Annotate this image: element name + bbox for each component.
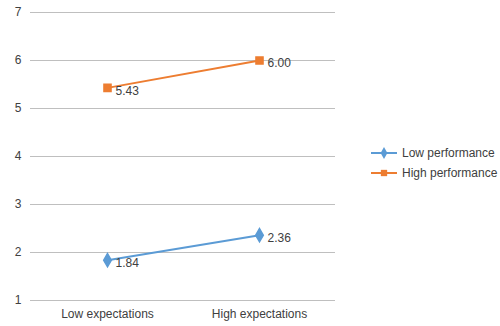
svg-text:5: 5 — [15, 101, 22, 115]
svg-text:6.00: 6.00 — [268, 56, 292, 70]
html-text:Low performance: Low performance — [402, 146, 495, 160]
svg-text:1.84: 1.84 — [116, 256, 140, 270]
html-text:High performance: High performance — [402, 166, 498, 180]
svg-text:4: 4 — [15, 149, 22, 163]
svg-text:2: 2 — [15, 245, 22, 259]
svg-text:1: 1 — [15, 293, 22, 307]
svg-text:7: 7 — [15, 5, 22, 19]
svg-text:3: 3 — [15, 197, 22, 211]
svg-text:2.36: 2.36 — [268, 231, 292, 245]
svg-text:5.43: 5.43 — [116, 84, 140, 98]
svg-text:Low expectations: Low expectations — [61, 307, 154, 321]
svg-text:High expectations: High expectations — [212, 307, 307, 321]
svg-text:6: 6 — [15, 53, 22, 67]
